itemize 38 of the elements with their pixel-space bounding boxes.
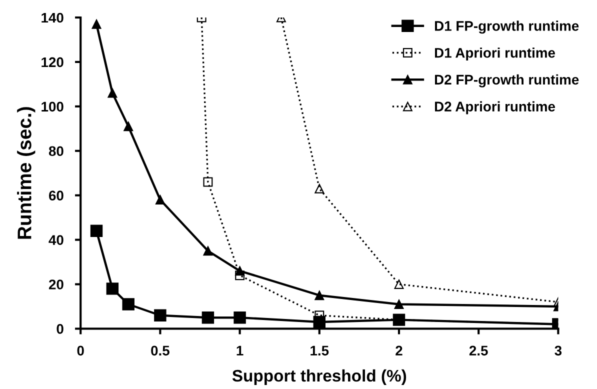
x-tick-label: 0.5 <box>151 346 170 356</box>
point <box>202 311 214 324</box>
legend-label: D2 FP-growth runtime <box>435 74 579 88</box>
point <box>90 224 103 238</box>
point <box>124 122 134 132</box>
y-tick-label: 60 <box>48 190 64 201</box>
x-tick-label: 1.5 <box>310 346 329 356</box>
x-tick-label: 2.5 <box>469 346 488 356</box>
x-tick-label: 1 <box>236 346 244 356</box>
y-tick-label: 140 <box>42 12 64 23</box>
point <box>154 309 166 322</box>
point <box>106 282 119 295</box>
point <box>203 177 213 187</box>
y-tick-label: 20 <box>48 280 64 290</box>
x-tick-label: 0 <box>77 346 84 356</box>
legend-label: D1 FP-growth runtime <box>435 20 579 34</box>
y-tick-label: 80 <box>48 146 64 156</box>
point <box>92 19 102 29</box>
point <box>394 300 404 309</box>
point <box>122 298 134 310</box>
point <box>394 280 404 289</box>
point <box>108 88 118 98</box>
y-axis-title: Runtime (sec.) <box>17 107 36 239</box>
legend-label: D1 Apriori runtime <box>435 48 556 61</box>
x-tick-label: 3 <box>554 346 562 356</box>
point <box>235 270 245 280</box>
point <box>234 311 246 324</box>
legend-label: D2 Apriori runtime <box>435 101 556 114</box>
y-tick-label: 120 <box>42 57 64 68</box>
x-axis-title: Support threshold (%) <box>232 369 406 385</box>
y-tick-label: 0 <box>56 324 64 334</box>
point <box>155 195 165 204</box>
y-tick-label: 40 <box>48 235 64 245</box>
point <box>203 246 213 256</box>
x-tick-label: 2 <box>396 346 402 356</box>
y-tick-label: 100 <box>42 102 64 112</box>
point <box>314 290 324 300</box>
point <box>314 184 324 194</box>
